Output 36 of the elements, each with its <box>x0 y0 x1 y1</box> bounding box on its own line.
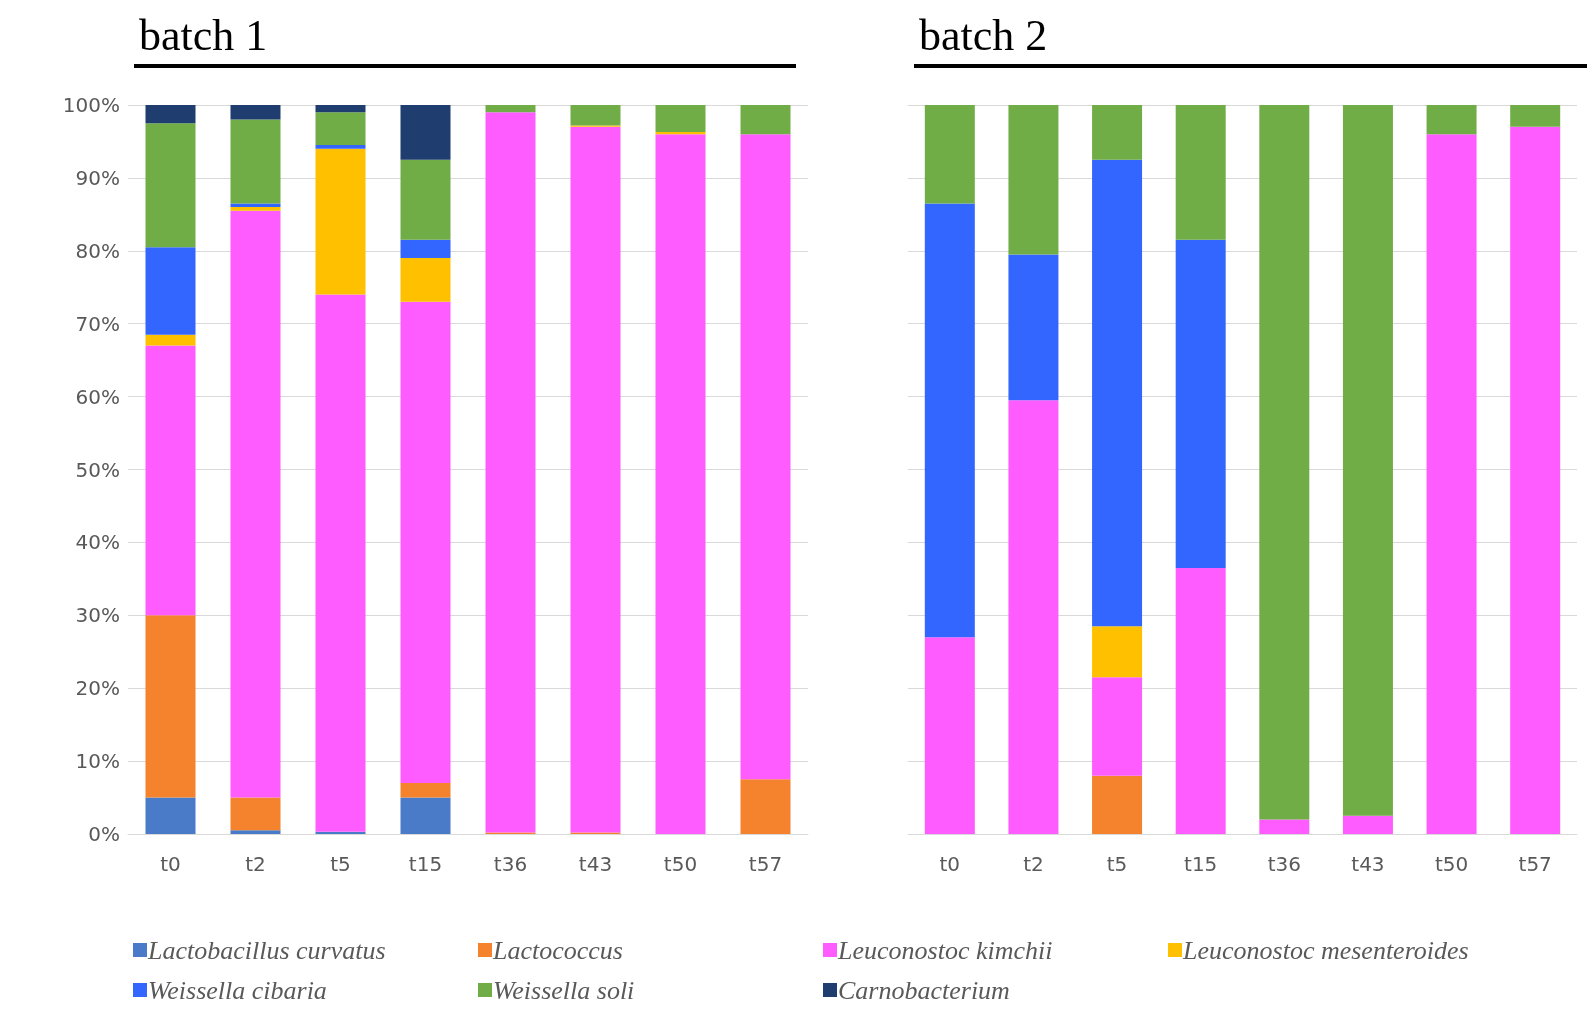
y-tick-label: 100% <box>62 93 120 117</box>
y-tick-label: 80% <box>75 238 120 263</box>
x-tick-label: t2 <box>245 852 266 876</box>
legend-label: Carnobacterium <box>838 975 1010 1005</box>
x-tick-label: t15 <box>408 852 443 876</box>
x-tick-label: t57 <box>748 852 783 876</box>
x-tick-label: t5 <box>330 852 351 876</box>
legend-label: Weissella cibaria <box>148 975 327 1005</box>
x-tick-label: t43 <box>578 852 613 876</box>
legend-label: Lactococcus <box>492 935 623 965</box>
x-tick-label: t36 <box>493 852 528 876</box>
x-tick-label: t5 <box>1106 852 1128 876</box>
x-tick-label: t15 <box>1184 852 1218 876</box>
x-tick-label: t36 <box>1267 852 1301 876</box>
x-tick-label: t50 <box>663 852 698 876</box>
y-tick-label: 50% <box>75 457 120 482</box>
legend-label: Leuconostoc mesenteroides <box>1182 935 1469 965</box>
y-tick-label: 40% <box>75 530 120 555</box>
y-tick-label: 90% <box>75 165 120 190</box>
legend-label: Leuconostoc kimchii <box>837 935 1053 965</box>
legend-label: Lactobacillus curvatus <box>147 935 386 965</box>
x-tick-label: t43 <box>1351 852 1385 876</box>
y-tick-label: 30% <box>75 603 120 628</box>
chart-title: batch 2 <box>919 10 1048 60</box>
x-tick-label: t0 <box>939 852 961 876</box>
y-tick-label: 20% <box>75 676 120 701</box>
y-tick-label: 0% <box>88 822 120 846</box>
x-tick-label: t2 <box>1023 852 1044 876</box>
x-tick-label: t57 <box>1518 852 1552 876</box>
x-tick-label: t50 <box>1434 852 1469 876</box>
y-tick-label: 60% <box>75 384 120 409</box>
chart-title: batch 1 <box>139 10 268 60</box>
y-tick-label: 70% <box>75 311 120 336</box>
y-tick-label: 10% <box>75 749 120 774</box>
x-tick-label: t0 <box>160 852 181 876</box>
legend-label: Weissella soli <box>493 975 635 1005</box>
